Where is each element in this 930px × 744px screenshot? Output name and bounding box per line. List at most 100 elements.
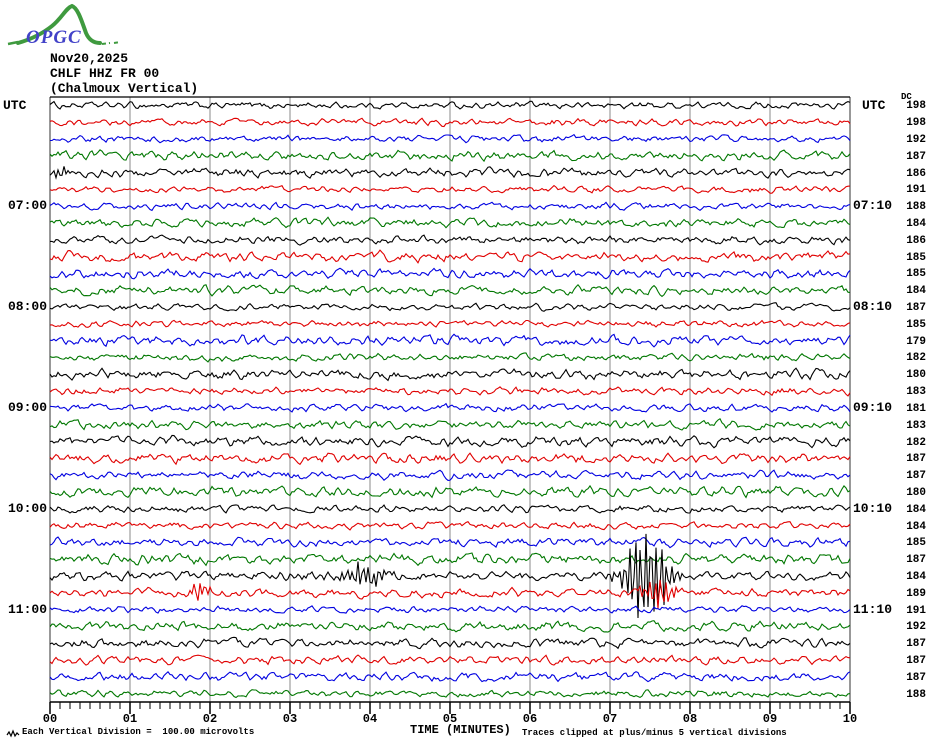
trace-rows — [49, 100, 851, 699]
trace-row-0830-utc — [49, 352, 851, 363]
dc-value-1140: 187 — [906, 672, 926, 684]
trace-row-0740-utc — [49, 267, 851, 280]
trace-row-0820-utc — [49, 333, 851, 348]
trace-row-1000-utc — [49, 504, 851, 514]
x-tick-label-01: 01 — [122, 712, 138, 726]
dc-value-0910: 183 — [906, 420, 926, 432]
minute-gridlines — [49, 97, 851, 702]
dc-value-0720: 186 — [906, 235, 926, 247]
x-axis — [49, 701, 851, 714]
dc-value-0850: 183 — [906, 386, 926, 398]
x-tick-label-08: 08 — [682, 712, 698, 726]
dc-value-1100: 191 — [906, 605, 926, 617]
trace-row-0920-utc — [49, 434, 851, 449]
trace-row-1120-utc — [49, 636, 851, 650]
trace-row-0630-utc — [49, 149, 851, 163]
right-time-label-1110: 11:10 — [853, 602, 893, 617]
right-time-label-1010: 10:10 — [853, 501, 893, 516]
dc-value-0620: 192 — [906, 134, 926, 146]
trace-row-1100-utc — [49, 605, 851, 614]
left-time-label-0800: 08:00 — [7, 299, 47, 314]
trace-row-0950-utc — [49, 484, 851, 499]
trace-row-1040-utc — [49, 533, 851, 619]
trace-row-0910-utc — [49, 418, 851, 431]
x-tick-label-07: 07 — [602, 712, 618, 726]
trace-row-0940-utc — [49, 469, 851, 481]
dc-value-0650: 191 — [906, 184, 926, 196]
trace-row-1010-utc — [49, 521, 851, 531]
dc-value-0830: 182 — [906, 352, 926, 364]
station-code-label: CHLF HHZ FR 00 — [50, 66, 160, 81]
trace-row-0840-utc — [49, 367, 851, 382]
x-tick-label-06: 06 — [522, 712, 538, 726]
trace-row-0730-utc — [49, 249, 851, 264]
dc-value-1000: 184 — [906, 504, 926, 516]
dc-value-0800: 187 — [906, 302, 926, 314]
trace-row-0700-utc — [49, 201, 851, 212]
trace-row-0610-utc — [49, 117, 851, 128]
trace-row-0620-utc — [50, 133, 851, 144]
dc-value-0920: 182 — [906, 437, 926, 449]
dc-value-0840: 180 — [906, 369, 926, 381]
trace-row-1030-utc — [49, 552, 851, 567]
dc-value-0710: 184 — [906, 218, 926, 230]
dc-value-0700: 188 — [906, 201, 926, 213]
trace-row-1050-utc — [49, 579, 851, 609]
x-tick-label-00: 00 — [42, 712, 58, 726]
x-tick-label-03: 03 — [282, 712, 298, 726]
trace-row-0800-utc — [49, 302, 851, 312]
trace-row-0930-utc — [49, 452, 851, 466]
right-time-label-0810: 08:10 — [853, 299, 893, 314]
trace-row-1020-utc — [49, 536, 851, 549]
trace-row-0600-utc — [49, 100, 851, 110]
dc-value-0940: 187 — [906, 470, 926, 482]
opgc-logo-text: OPGC — [26, 27, 82, 48]
dc-value-0930: 187 — [906, 453, 926, 465]
dc-value-1110: 192 — [906, 621, 926, 633]
dc-value-1120: 187 — [906, 638, 926, 650]
trace-row-1110-utc — [49, 620, 851, 633]
x-tick-label-09: 09 — [762, 712, 778, 726]
trace-row-0640-utc — [49, 166, 851, 180]
dc-value-0740: 185 — [906, 268, 926, 280]
x-tick-label-10: 10 — [842, 712, 858, 726]
dc-column-header: DC — [901, 92, 912, 102]
x-axis-title: TIME (MINUTES) — [410, 723, 511, 737]
right-utc-title: UTC — [862, 98, 886, 113]
left-time-label-1100: 11:00 — [7, 602, 47, 617]
opgc-logo-curve-icon: OPGC — [7, 3, 121, 48]
mini-trace-icon — [6, 728, 20, 738]
trace-row-0750-utc — [49, 283, 851, 298]
dc-value-0610: 198 — [906, 117, 926, 129]
left-time-label-0900: 09:00 — [7, 400, 47, 415]
trace-row-0720-utc — [50, 234, 851, 246]
x-tick-label-05: 05 — [442, 712, 458, 726]
dc-value-1010: 184 — [906, 521, 926, 533]
date-label: Nov20,2025 — [50, 51, 129, 66]
right-time-label-0710: 07:10 — [853, 198, 893, 213]
dc-value-1040: 184 — [906, 571, 926, 583]
dc-value-0730: 185 — [906, 252, 926, 264]
dc-value-1150: 188 — [906, 689, 926, 701]
dc-value-0820: 179 — [906, 336, 926, 348]
trace-row-1150-utc — [49, 689, 851, 699]
trace-row-1130-utc — [49, 654, 851, 666]
trace-row-0850-utc — [49, 386, 851, 397]
trace-row-0710-utc — [49, 216, 851, 229]
clip-note: Traces clipped at plus/minus 5 vertical … — [522, 728, 787, 738]
dc-value-0750: 184 — [906, 285, 926, 297]
dc-value-1050: 189 — [906, 588, 926, 600]
right-time-label-0910: 09:10 — [853, 400, 893, 415]
dc-value-0900: 181 — [906, 403, 926, 415]
opgc-logo: OPGC — [6, 2, 136, 52]
trace-row-0900-utc — [49, 402, 851, 413]
dc-value-1020: 185 — [906, 537, 926, 549]
x-tick-label-02: 02 — [202, 712, 218, 726]
dc-value-0630: 187 — [906, 151, 926, 163]
x-tick-label-04: 04 — [362, 712, 378, 726]
dc-value-1130: 187 — [906, 655, 926, 667]
dc-value-1030: 187 — [906, 554, 926, 566]
left-time-label-0700: 07:00 — [7, 198, 47, 213]
dc-value-0950: 180 — [906, 487, 926, 499]
